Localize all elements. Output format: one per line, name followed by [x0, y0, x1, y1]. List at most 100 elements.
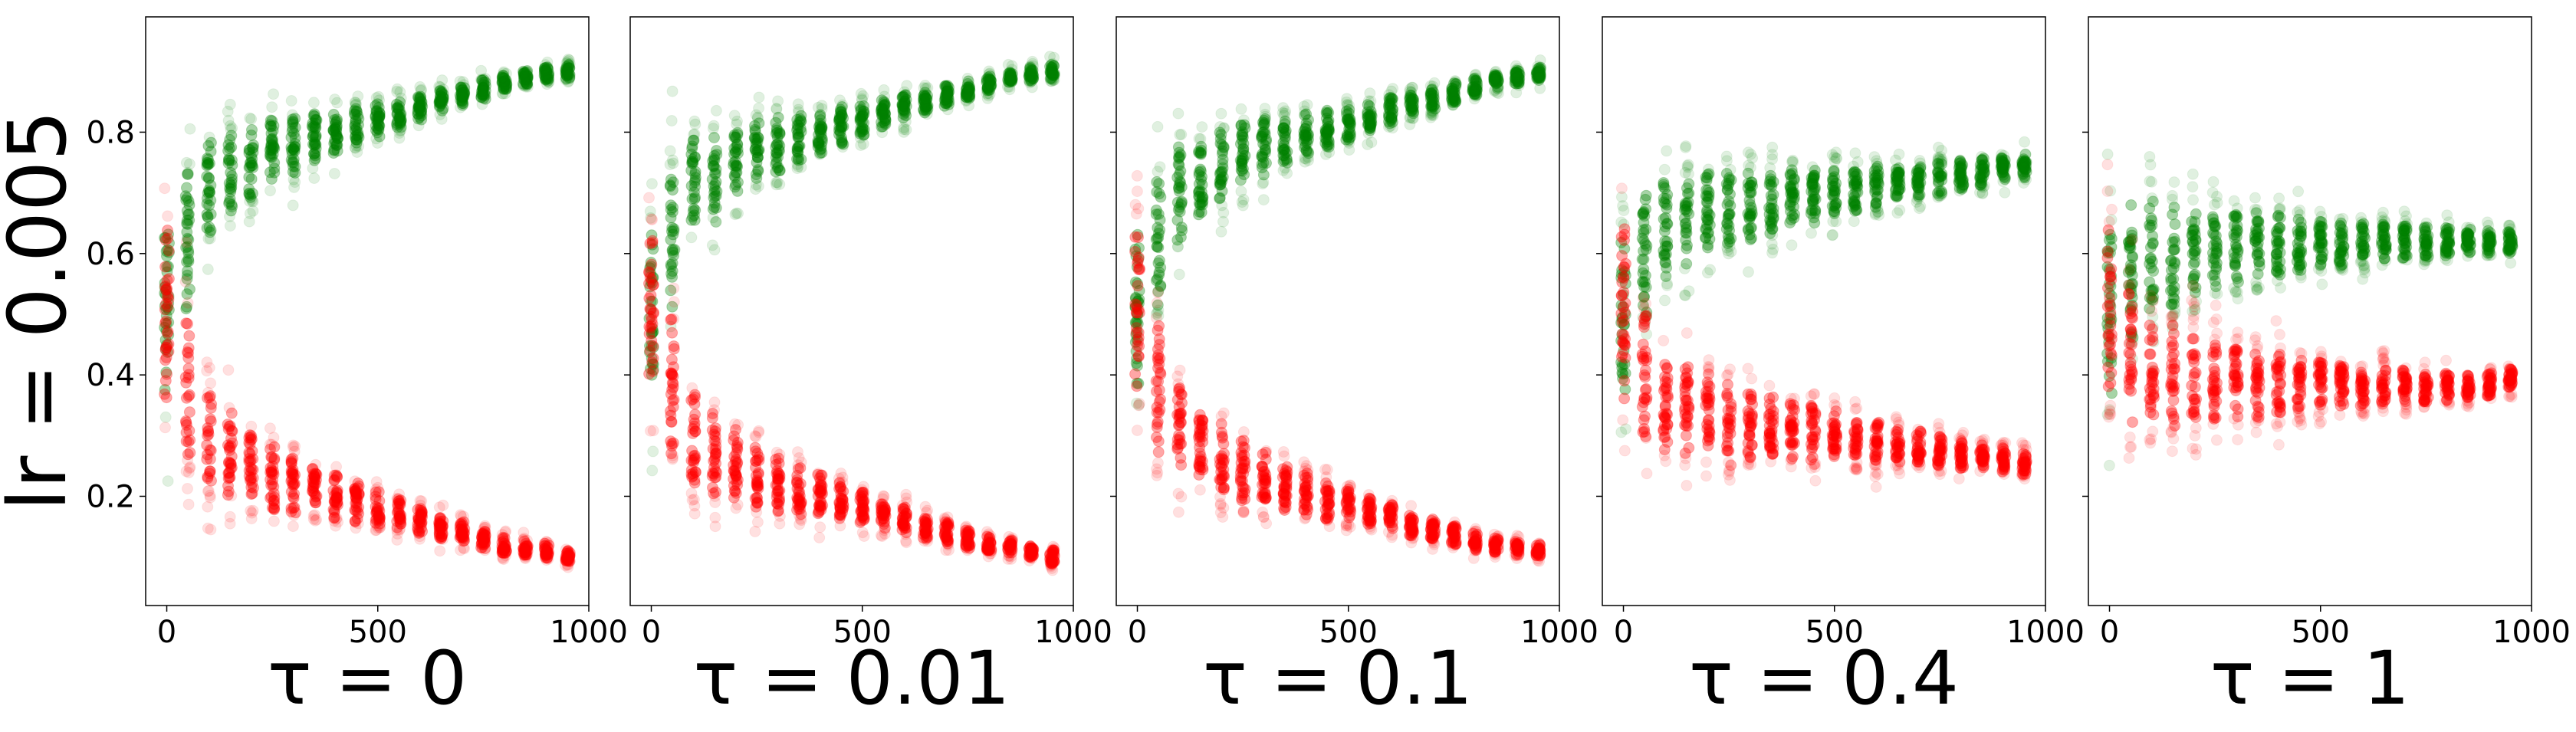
- data-point: [350, 125, 362, 137]
- data-point: [202, 157, 214, 169]
- data-point: [812, 468, 824, 479]
- data-point: [643, 312, 656, 324]
- data-point: [245, 430, 258, 442]
- data-point: [689, 118, 702, 130]
- data-point: [350, 504, 362, 517]
- data-point: [1889, 189, 1901, 202]
- data-point: [310, 490, 323, 502]
- data-point: [412, 524, 424, 537]
- data-point: [182, 247, 195, 259]
- data-point: [1193, 415, 1205, 427]
- data-point: [393, 493, 405, 505]
- data-point: [413, 101, 426, 113]
- data-point: [752, 132, 764, 144]
- data-point: [1173, 182, 1185, 194]
- data-point: [243, 437, 255, 448]
- data-point: [688, 151, 701, 163]
- data-point: [393, 512, 405, 524]
- data-point: [897, 90, 909, 103]
- data-point: [328, 126, 340, 138]
- data-point: [857, 90, 869, 102]
- data-point: [479, 89, 491, 101]
- data-point: [981, 526, 993, 538]
- data-point: [437, 84, 449, 96]
- data-point: [245, 473, 257, 485]
- data-point: [794, 462, 807, 474]
- data-point: [562, 553, 574, 566]
- data-point: [1658, 225, 1671, 238]
- data-point: [812, 135, 824, 147]
- data-point: [201, 192, 213, 205]
- data-point: [475, 85, 488, 97]
- data-point: [643, 320, 656, 333]
- data-point: [750, 179, 762, 191]
- data-point: [728, 159, 740, 172]
- data-point: [476, 541, 488, 553]
- data-point: [646, 356, 659, 369]
- data-point: [267, 474, 279, 486]
- data-point: [751, 156, 763, 169]
- data-point: [667, 401, 679, 413]
- data-point: [477, 528, 489, 540]
- data-point: [854, 112, 866, 124]
- data-point: [457, 530, 469, 543]
- data-point: [415, 92, 426, 104]
- data-point: [163, 273, 175, 285]
- data-point: [521, 77, 534, 90]
- data-point: [540, 64, 552, 76]
- data-point: [1194, 447, 1206, 459]
- data-point: [435, 85, 448, 97]
- data-point: [350, 497, 362, 509]
- data-point: [456, 524, 468, 537]
- data-point: [498, 547, 510, 559]
- data-point: [646, 271, 659, 284]
- data-point: [496, 529, 508, 541]
- data-point: [709, 511, 721, 524]
- data-point: [498, 83, 510, 94]
- data-point: [475, 91, 488, 103]
- data-point: [752, 180, 764, 192]
- data-point: [520, 550, 532, 563]
- data-point: [647, 425, 659, 437]
- data-point: [371, 504, 383, 516]
- data-point: [564, 549, 576, 561]
- data-point: [285, 468, 297, 480]
- data-point: [540, 74, 552, 85]
- data-point: [454, 75, 466, 87]
- data-point: [351, 505, 363, 517]
- data-point: [413, 526, 426, 538]
- data-point: [479, 521, 491, 533]
- data-point: [1214, 133, 1227, 145]
- data-point: [456, 92, 468, 104]
- data-point: [1235, 447, 1247, 458]
- data-point: [184, 283, 196, 295]
- data-point: [394, 110, 406, 123]
- data-point: [268, 481, 280, 493]
- data-point: [541, 546, 554, 558]
- data-point: [307, 513, 320, 525]
- data-point: [497, 551, 509, 563]
- data-point: [560, 57, 573, 69]
- data-point: [179, 275, 192, 287]
- data-point: [330, 512, 343, 524]
- data-point: [458, 79, 470, 91]
- data-point: [541, 552, 554, 564]
- data-point: [1260, 517, 1273, 530]
- data-point: [564, 71, 576, 84]
- data-point: [666, 184, 678, 196]
- data-point: [753, 102, 765, 114]
- data-point: [266, 451, 278, 464]
- data-point: [286, 125, 298, 137]
- data-point: [478, 87, 491, 100]
- data-point: [247, 195, 259, 208]
- data-point: [1533, 537, 1546, 550]
- data-point: [541, 78, 553, 90]
- data-point: [1150, 204, 1162, 216]
- data-point: [394, 497, 406, 510]
- data-point: [1848, 215, 1860, 228]
- data-point: [182, 454, 194, 466]
- data-point: [434, 545, 446, 557]
- data-point: [1197, 425, 1209, 437]
- data-point: [416, 518, 427, 530]
- data-point: [1658, 163, 1671, 176]
